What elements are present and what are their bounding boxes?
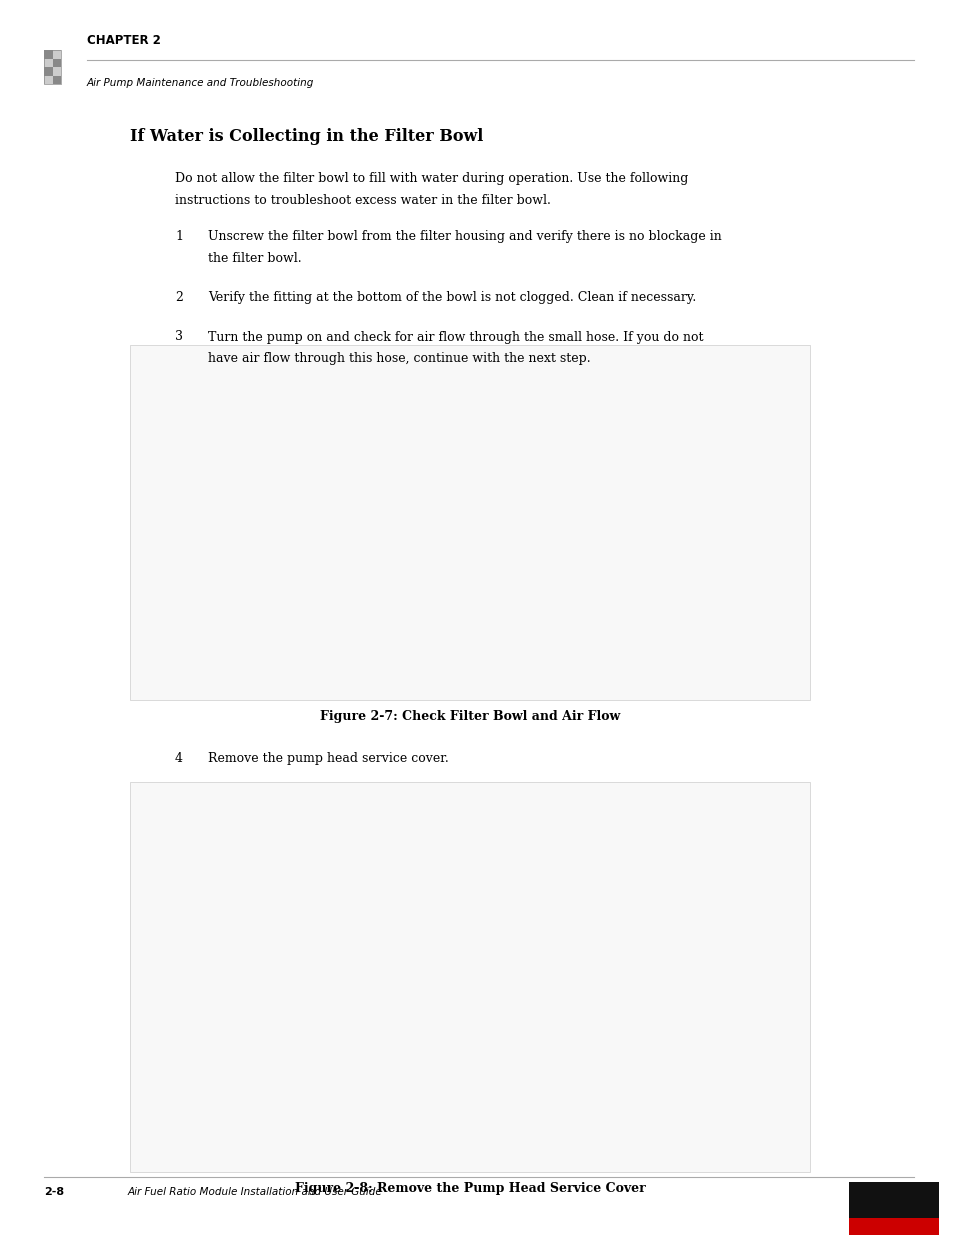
Bar [848,1182,938,1218]
Text: 1: 1 [174,230,183,243]
Text: 4: 4 [174,752,183,764]
Text: Verify the fitting at the bottom of the bowl is not clogged. Clean if necessary.: Verify the fitting at the bottom of the … [208,291,696,304]
Bar [848,1182,938,1235]
Bar [44,67,52,75]
Bar [52,58,61,67]
Bar [52,49,61,58]
Bar [44,58,52,67]
Text: 2-8: 2-8 [44,1187,64,1197]
Text: Do not allow the filter bowl to fill with water during operation. Use the follow: Do not allow the filter bowl to fill wit… [174,172,688,185]
Text: Remove the pump head service cover.: Remove the pump head service cover. [208,752,448,764]
Text: Figure 2-8: Remove the Pump Head Service Cover: Figure 2-8: Remove the Pump Head Service… [294,1182,644,1195]
Bar [130,345,809,700]
Text: Unscrew the filter bowl from the filter housing and verify there is no blockage : Unscrew the filter bowl from the filter … [208,230,721,243]
Text: have air flow through this hose, continue with the next step.: have air flow through this hose, continu… [208,352,590,366]
Bar [52,67,61,75]
Bar [44,49,52,58]
Bar [44,49,61,84]
Text: Figure 2-7: Check Filter Bowl and Air Flow: Figure 2-7: Check Filter Bowl and Air Fl… [319,710,619,722]
Text: Air Fuel Ratio Module Installation and User Guide: Air Fuel Ratio Module Installation and U… [128,1187,382,1197]
Text: the filter bowl.: the filter bowl. [208,252,301,264]
Text: instructions to troubleshoot excess water in the filter bowl.: instructions to troubleshoot excess wate… [174,194,550,207]
Text: If Water is Collecting in the Filter Bowl: If Water is Collecting in the Filter Bow… [130,128,483,144]
Text: 3: 3 [174,331,183,343]
Text: Air Pump Maintenance and Troubleshooting: Air Pump Maintenance and Troubleshooting [87,78,314,88]
Bar [44,75,52,84]
Bar [52,75,61,84]
Text: Turn the pump on and check for air flow through the small hose. If you do not: Turn the pump on and check for air flow … [208,331,702,343]
Bar [130,782,809,1172]
Text: CHAPTER 2: CHAPTER 2 [87,35,161,47]
Text: 2: 2 [174,291,183,304]
